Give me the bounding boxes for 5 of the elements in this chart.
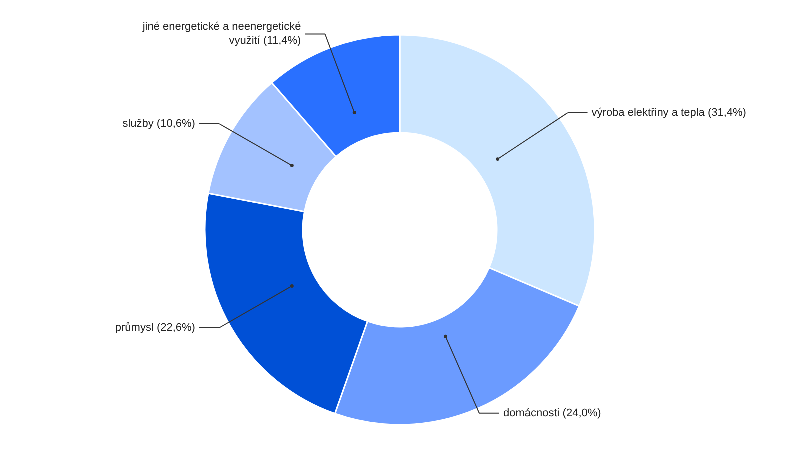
slice-label: průmysl (22,6%) — [115, 322, 196, 334]
slice-label: služby (10,6%) — [122, 118, 196, 130]
slice-label: výroba elektřiny a tepla (31,4%) — [592, 107, 746, 120]
slice-label: jiné energetické a neenergetické využití (11,4%) — [142, 21, 302, 48]
slice-label: domácnosti (24,0%) — [503, 407, 602, 420]
